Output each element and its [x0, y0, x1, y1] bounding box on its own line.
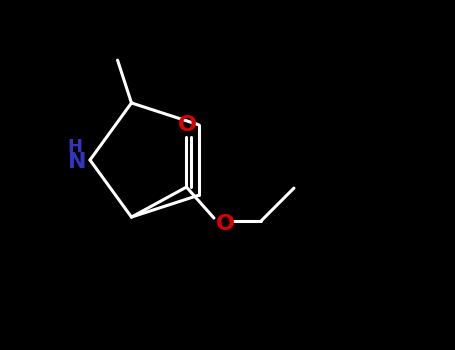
Text: N: N [68, 153, 87, 173]
Text: O: O [216, 214, 234, 234]
Text: O: O [178, 114, 197, 134]
Text: H: H [67, 139, 82, 156]
